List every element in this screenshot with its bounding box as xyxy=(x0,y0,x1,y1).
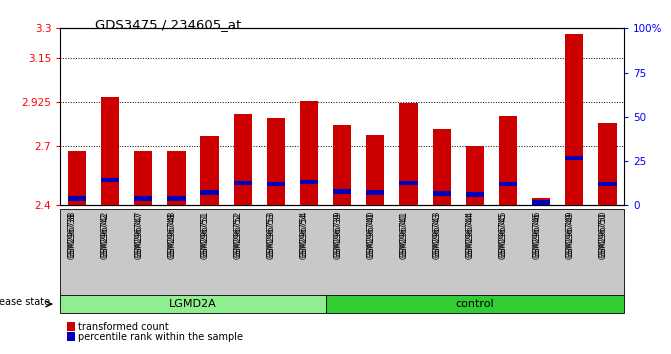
Text: GSM296743: GSM296743 xyxy=(433,212,442,259)
Text: LGMD2A: LGMD2A xyxy=(169,299,217,309)
Text: GSM296753: GSM296753 xyxy=(267,212,276,259)
Text: GSM296748: GSM296748 xyxy=(168,211,176,257)
Bar xyxy=(466,192,484,197)
Bar xyxy=(366,190,384,195)
Bar xyxy=(433,192,451,196)
Text: GSM296749: GSM296749 xyxy=(565,211,574,257)
Text: GSM296746: GSM296746 xyxy=(532,211,541,257)
Bar xyxy=(433,129,451,205)
Bar xyxy=(267,182,285,186)
Text: GSM296738: GSM296738 xyxy=(68,211,77,257)
Bar xyxy=(366,135,384,205)
Bar xyxy=(565,34,583,205)
Text: GSM296738: GSM296738 xyxy=(68,212,77,259)
Text: GSM296749: GSM296749 xyxy=(565,212,574,259)
Bar xyxy=(134,196,152,201)
Bar xyxy=(565,156,583,160)
Bar xyxy=(300,101,318,205)
Bar xyxy=(499,182,517,186)
Bar xyxy=(333,189,352,194)
Bar xyxy=(599,123,617,205)
Text: GSM296744: GSM296744 xyxy=(466,211,475,257)
Text: GSM296745: GSM296745 xyxy=(499,211,508,257)
Text: GSM296751: GSM296751 xyxy=(201,211,209,257)
Bar xyxy=(300,179,318,184)
Bar xyxy=(599,182,617,186)
Text: GSM296754: GSM296754 xyxy=(300,212,309,259)
Bar xyxy=(234,114,252,205)
Text: GSM296748: GSM296748 xyxy=(168,212,176,259)
Bar xyxy=(466,146,484,205)
Bar xyxy=(201,190,219,195)
Text: GSM296739: GSM296739 xyxy=(333,212,342,259)
Text: GSM296741: GSM296741 xyxy=(399,211,409,257)
Text: GSM296750: GSM296750 xyxy=(599,212,607,259)
Text: transformed count: transformed count xyxy=(78,322,168,332)
Text: percentile rank within the sample: percentile rank within the sample xyxy=(78,332,243,342)
Text: GSM296740: GSM296740 xyxy=(366,211,375,257)
Text: control: control xyxy=(456,299,494,309)
Text: GSM296747: GSM296747 xyxy=(134,212,144,259)
Bar xyxy=(134,151,152,205)
Bar xyxy=(167,196,186,201)
Bar xyxy=(532,199,550,205)
Text: GSM296751: GSM296751 xyxy=(201,212,209,259)
Text: GSM296744: GSM296744 xyxy=(466,212,475,259)
Text: GSM296753: GSM296753 xyxy=(267,211,276,257)
Bar xyxy=(399,103,417,205)
Bar xyxy=(234,181,252,185)
Text: GSM296747: GSM296747 xyxy=(134,211,144,257)
Bar xyxy=(101,178,119,182)
Bar xyxy=(167,151,186,205)
Bar xyxy=(68,151,86,205)
Text: GSM296745: GSM296745 xyxy=(499,212,508,259)
Bar xyxy=(68,196,86,201)
Text: GSM296752: GSM296752 xyxy=(234,212,243,259)
Bar xyxy=(267,118,285,205)
Text: GSM296741: GSM296741 xyxy=(399,212,409,259)
Text: GDS3475 / 234605_at: GDS3475 / 234605_at xyxy=(95,18,241,31)
Bar xyxy=(499,116,517,205)
Text: GSM296739: GSM296739 xyxy=(333,211,342,257)
Text: GSM296743: GSM296743 xyxy=(433,211,442,257)
Text: GSM296740: GSM296740 xyxy=(366,212,375,259)
Text: GSM296752: GSM296752 xyxy=(234,211,243,257)
Bar xyxy=(333,125,352,205)
Text: GSM296750: GSM296750 xyxy=(599,211,607,257)
Text: GSM296742: GSM296742 xyxy=(101,212,110,259)
Text: disease state: disease state xyxy=(0,297,50,307)
Text: GSM296754: GSM296754 xyxy=(300,211,309,257)
Bar xyxy=(399,181,417,185)
Bar xyxy=(101,97,119,205)
Text: GSM296746: GSM296746 xyxy=(532,212,541,259)
Text: GSM296742: GSM296742 xyxy=(101,211,110,257)
Bar xyxy=(201,136,219,205)
Bar xyxy=(532,200,550,205)
